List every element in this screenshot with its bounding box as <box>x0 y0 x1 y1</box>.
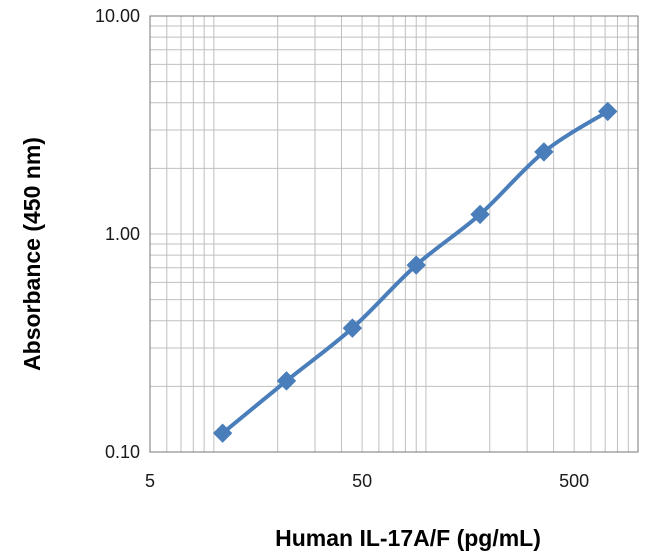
data-point-marker <box>276 371 297 391</box>
data-point-marker <box>406 255 426 275</box>
data-point-marker <box>534 142 554 162</box>
y-tick-label: 10.00 <box>95 6 140 26</box>
x-tick-label: 50 <box>352 471 372 491</box>
data-point-marker <box>470 204 490 225</box>
x-tick-labels: 5 50 500 <box>145 471 589 491</box>
plot-area-border <box>149 15 639 453</box>
y-axis-title: Absorbance (450 nm) <box>19 137 45 371</box>
x-tick-label: 5 <box>145 471 155 491</box>
y-tick-labels: 0.10 1.00 10.00 <box>95 6 140 462</box>
x-axis-title: Human IL-17A/F (pg/mL) <box>275 525 541 551</box>
grid-lines <box>150 16 638 452</box>
data-series <box>212 101 618 443</box>
data-point-marker <box>342 318 363 338</box>
data-point-marker <box>598 101 618 122</box>
y-tick-label: 1.00 <box>105 224 140 244</box>
data-point-marker <box>212 423 233 443</box>
y-tick-label: 0.10 <box>105 442 140 462</box>
x-tick-label: 500 <box>559 471 589 491</box>
